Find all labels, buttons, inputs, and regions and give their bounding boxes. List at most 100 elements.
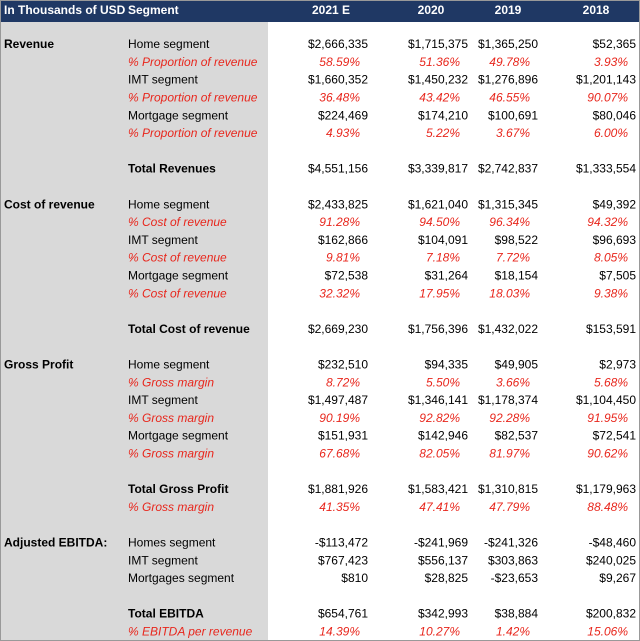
cell-value: 4.93% bbox=[326, 126, 360, 140]
cell-value: 18.03% bbox=[489, 286, 530, 300]
row-label: Total Revenues bbox=[128, 162, 216, 176]
row-label: Total Cost of revenue bbox=[128, 322, 250, 336]
row-label: Home segment bbox=[128, 197, 210, 211]
row-label: Home segment bbox=[128, 37, 210, 51]
header-cell: 2020 bbox=[418, 3, 445, 17]
cell-value: 15.06% bbox=[587, 624, 628, 638]
cell-value: $72,538 bbox=[325, 268, 369, 282]
cell-value: 17.95% bbox=[419, 286, 460, 300]
cell-value: 14.39% bbox=[319, 624, 360, 638]
cell-value: 94.50% bbox=[419, 215, 460, 229]
cell-value: 49.78% bbox=[489, 55, 530, 69]
section-title: Gross Profit bbox=[4, 357, 73, 371]
row-label: % Gross margin bbox=[128, 500, 214, 514]
cell-value: $142,946 bbox=[418, 429, 468, 443]
header-cell: 2021 E bbox=[312, 3, 350, 17]
cell-value: 41.35% bbox=[319, 500, 360, 514]
cell-value: $654,761 bbox=[318, 607, 368, 621]
cell-value: $2,433,825 bbox=[308, 197, 368, 211]
row-label: % Cost of revenue bbox=[128, 215, 227, 229]
cell-value: $200,832 bbox=[586, 607, 636, 621]
cell-value: 92.82% bbox=[419, 411, 460, 425]
cell-value: 82.05% bbox=[419, 446, 460, 460]
row-label: Homes segment bbox=[128, 535, 216, 549]
cell-value: $151,931 bbox=[318, 429, 368, 443]
cell-value: 7.72% bbox=[496, 251, 530, 265]
cell-value: $767,423 bbox=[318, 553, 368, 567]
cell-value: 1.42% bbox=[496, 624, 530, 638]
cell-value: $4,551,156 bbox=[308, 162, 368, 176]
cell-value: 51.36% bbox=[419, 55, 460, 69]
cell-value: $2,669,230 bbox=[308, 322, 368, 336]
cell-value: $303,863 bbox=[488, 553, 538, 567]
cell-value: $80,046 bbox=[593, 108, 637, 122]
row-label: Home segment bbox=[128, 357, 210, 371]
cell-value: 32.32% bbox=[319, 286, 360, 300]
cell-value: $7,505 bbox=[599, 268, 636, 282]
cell-value: $49,392 bbox=[593, 197, 637, 211]
cell-value: 43.42% bbox=[419, 90, 460, 104]
cell-value: $31,264 bbox=[425, 268, 469, 282]
cell-value: $224,469 bbox=[318, 108, 368, 122]
cell-value: 88.48% bbox=[587, 500, 628, 514]
cell-value: -$241,326 bbox=[484, 535, 538, 549]
row-label: % Proportion of revenue bbox=[128, 90, 258, 104]
row-label: Total Gross Profit bbox=[128, 482, 228, 496]
cell-value: $1,315,345 bbox=[478, 197, 538, 211]
cell-value: $100,691 bbox=[488, 108, 538, 122]
cell-value: $2,973 bbox=[599, 357, 636, 371]
cell-value: $174,210 bbox=[418, 108, 468, 122]
cell-value: $72,541 bbox=[593, 429, 637, 443]
row-label: Mortgage segment bbox=[128, 268, 229, 282]
cell-value: $38,884 bbox=[495, 607, 539, 621]
cell-value: $2,742,837 bbox=[478, 162, 538, 176]
cell-value: $1,178,374 bbox=[478, 393, 538, 407]
cell-value: 3.67% bbox=[496, 126, 530, 140]
cell-value: $96,693 bbox=[593, 233, 637, 247]
cell-value: 3.93% bbox=[594, 55, 628, 69]
row-label: % Cost of revenue bbox=[128, 286, 227, 300]
cell-value: $1,310,815 bbox=[478, 482, 538, 496]
cell-value: 6.00% bbox=[594, 126, 628, 140]
cell-value: 90.07% bbox=[587, 90, 628, 104]
cell-value: 36.48% bbox=[319, 90, 360, 104]
cell-value: $1,660,352 bbox=[308, 73, 368, 87]
cell-value: 90.19% bbox=[319, 411, 360, 425]
cell-value: -$48,460 bbox=[589, 535, 637, 549]
cell-value: 81.97% bbox=[489, 446, 530, 460]
cell-value: $98,522 bbox=[495, 233, 539, 247]
cell-value: $1,179,963 bbox=[576, 482, 636, 496]
cell-value: $2,666,335 bbox=[308, 37, 368, 51]
cell-value: $1,365,250 bbox=[478, 37, 538, 51]
cell-value: $49,905 bbox=[495, 357, 539, 371]
cell-value: $52,365 bbox=[593, 37, 637, 51]
cell-value: $556,137 bbox=[418, 553, 468, 567]
cell-value: $1,333,554 bbox=[576, 162, 636, 176]
cell-value: $1,881,926 bbox=[308, 482, 368, 496]
cell-value: $1,715,375 bbox=[408, 37, 468, 51]
row-label: % Gross margin bbox=[128, 375, 214, 389]
cell-value: $1,201,143 bbox=[576, 73, 636, 87]
cell-value: $3,339,817 bbox=[408, 162, 468, 176]
row-label: % Cost of revenue bbox=[128, 251, 227, 265]
cell-value: $1,497,487 bbox=[308, 393, 368, 407]
row-label: % Gross margin bbox=[128, 446, 214, 460]
header-cell: 2019 bbox=[495, 3, 522, 17]
cell-value: $240,025 bbox=[586, 553, 636, 567]
section-title: Adjusted EBITDA: bbox=[4, 535, 107, 549]
cell-value: $162,866 bbox=[318, 233, 368, 247]
cell-value: $232,510 bbox=[318, 357, 368, 371]
cell-value: 47.41% bbox=[419, 500, 460, 514]
cell-value: -$113,472 bbox=[315, 535, 368, 549]
cell-value: 91.95% bbox=[587, 411, 628, 425]
header-band bbox=[0, 0, 640, 22]
cell-value: $1,450,232 bbox=[408, 73, 468, 87]
cell-value: 47.79% bbox=[489, 500, 530, 514]
cell-value: 9.38% bbox=[594, 286, 628, 300]
cell-value: 91.28% bbox=[319, 215, 360, 229]
cell-value: 96.34% bbox=[489, 215, 530, 229]
cell-value: 58.59% bbox=[319, 55, 360, 69]
cell-value: $153,591 bbox=[586, 322, 636, 336]
row-label: IMT segment bbox=[128, 233, 198, 247]
